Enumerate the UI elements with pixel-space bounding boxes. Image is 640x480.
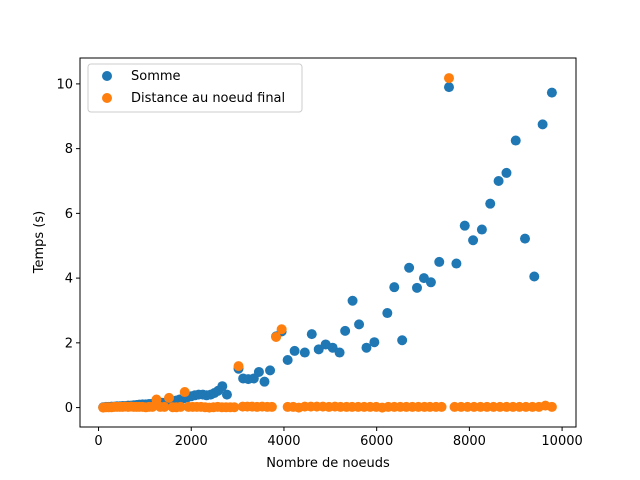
point-distance-91 <box>546 401 557 412</box>
x-tick-label-2: 4000 <box>267 434 300 449</box>
point-distance-37 <box>229 402 240 413</box>
point-somme-44 <box>265 365 276 376</box>
point-distance-46 <box>271 332 282 343</box>
point-distance-25 <box>179 387 190 398</box>
point-somme-80 <box>546 87 557 98</box>
point-somme-56 <box>347 295 358 306</box>
x-tick-label-3: 6000 <box>360 434 393 449</box>
legend-marker-distance <box>102 93 112 103</box>
legend-label-somme: Somme <box>131 69 181 84</box>
point-somme-73 <box>485 198 496 209</box>
point-distance-21 <box>164 392 174 403</box>
x-tick-label-1: 2000 <box>175 434 208 449</box>
point-somme-47 <box>282 355 293 365</box>
point-distance-20 <box>159 401 170 412</box>
point-somme-51 <box>313 344 324 355</box>
y-tick-label-2: 4 <box>65 272 73 287</box>
point-somme-79 <box>537 119 548 130</box>
x-axis-ticks: 0 2000 4000 6000 8000 10000 <box>94 427 583 449</box>
point-somme-61 <box>389 282 400 293</box>
y-axis-ticks: 0 2 4 6 8 10 <box>56 77 80 416</box>
point-distance-74 <box>436 401 447 412</box>
point-somme-72 <box>476 224 487 235</box>
point-somme-75 <box>501 167 512 178</box>
point-somme-77 <box>520 233 531 244</box>
point-somme-74 <box>493 176 504 186</box>
data-points <box>98 73 557 413</box>
point-somme-58 <box>361 342 372 353</box>
point-somme-48 <box>289 345 300 356</box>
y-tick-label-0: 0 <box>65 401 73 416</box>
point-somme-54 <box>334 347 345 358</box>
point-distance-24 <box>175 401 186 412</box>
y-tick-label-3: 6 <box>65 207 73 222</box>
legend-label-distance: Distance au noeud final <box>131 91 285 106</box>
legend: Somme Distance au noeud final <box>87 63 303 113</box>
y-axis-label: Temps (s) <box>32 211 47 274</box>
y-tick-label-5: 10 <box>56 77 73 92</box>
point-somme-69 <box>451 258 462 269</box>
point-somme-59 <box>369 337 380 348</box>
point-distance-18 <box>151 394 162 405</box>
point-distance-47 <box>276 324 287 335</box>
x-axis-label: Nombre de noeuds <box>266 456 390 471</box>
point-somme-62 <box>397 335 408 346</box>
point-somme-43 <box>259 376 270 387</box>
point-somme-68 <box>443 82 454 93</box>
legend-marker-somme <box>102 71 112 81</box>
plot-frame <box>79 57 577 428</box>
point-somme-67 <box>434 256 445 267</box>
point-somme-55 <box>340 325 351 336</box>
point-distance-75 <box>443 73 454 84</box>
point-somme-64 <box>412 282 422 293</box>
point-somme-76 <box>510 135 521 146</box>
point-somme-78 <box>529 271 540 282</box>
point-somme-57 <box>354 319 365 330</box>
point-somme-63 <box>404 262 415 273</box>
point-somme-60 <box>382 308 393 319</box>
x-tick-label-0: 0 <box>94 434 102 449</box>
point-somme-50 <box>306 329 317 340</box>
legend-box <box>87 63 303 113</box>
x-tick-label-4: 8000 <box>453 434 486 449</box>
point-somme-42 <box>253 366 264 377</box>
point-distance-38 <box>233 361 244 372</box>
point-somme-53 <box>327 342 338 353</box>
point-somme-71 <box>468 235 479 246</box>
point-somme-66 <box>425 277 436 288</box>
point-distance-45 <box>266 401 277 412</box>
y-tick-label-1: 2 <box>65 336 73 351</box>
point-somme-70 <box>459 220 470 231</box>
x-tick-label-5: 10000 <box>541 434 582 449</box>
point-somme-37 <box>221 389 232 400</box>
point-somme-49 <box>299 347 310 358</box>
point-somme-36 <box>217 381 228 392</box>
y-tick-label-4: 8 <box>65 142 73 157</box>
point-distance-17 <box>147 401 158 412</box>
